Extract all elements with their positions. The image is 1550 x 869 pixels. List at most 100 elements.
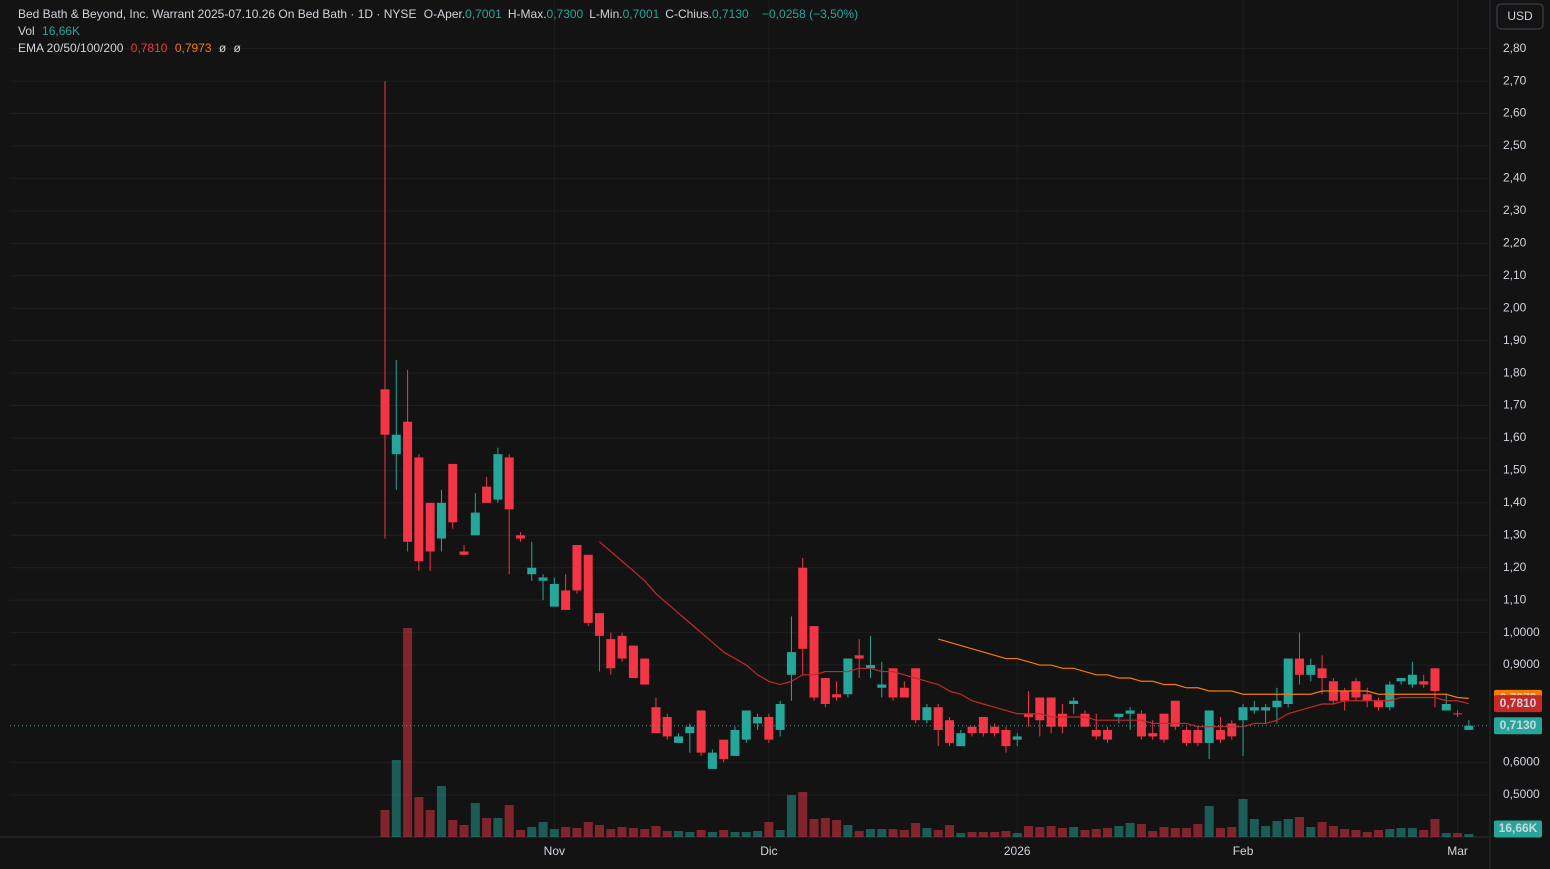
candle-body: [662, 716, 672, 737]
volume-bar: [877, 829, 887, 837]
volume-bar: [651, 826, 661, 837]
volume-bar: [1249, 818, 1259, 837]
ohlc-value: 0,7001: [465, 7, 502, 21]
y-tick-label: 2,80: [1503, 41, 1527, 55]
ema-value: ø: [233, 41, 241, 55]
ohlc-value: 0,7300: [546, 7, 584, 21]
candle-body: [809, 626, 819, 698]
ohlc-key: O: [423, 7, 434, 21]
candle-body: [696, 710, 706, 753]
volume-bar: [561, 827, 571, 837]
candle-body: [786, 652, 796, 675]
volume-bar: [1001, 831, 1011, 837]
volume-bar: [696, 829, 706, 837]
candle-body: [425, 502, 435, 552]
x-tick-label: Dic: [760, 844, 777, 858]
volume-bar: [572, 827, 582, 837]
volume-bar: [1340, 829, 1350, 837]
candle-body: [854, 655, 864, 659]
candle-body: [945, 720, 954, 743]
volume-bar: [1103, 827, 1113, 837]
candle-body: [1351, 681, 1361, 698]
volume-bar: [1125, 823, 1135, 837]
candle-body: [764, 716, 774, 740]
y-tick-label: 1,30: [1503, 527, 1527, 541]
volume-bar: [380, 809, 390, 837]
y-tick-label: 1,80: [1503, 365, 1527, 379]
candle-body: [538, 577, 548, 581]
candle-body: [1419, 681, 1429, 685]
volume-bar: [583, 821, 593, 837]
ohlc-name: -Chius.: [673, 7, 712, 21]
volume-bar: [967, 831, 977, 837]
candle-body: [865, 665, 875, 669]
volume-bar: [1283, 818, 1293, 837]
candle-body: [527, 567, 537, 575]
candle-body: [1294, 658, 1304, 675]
volume-bar: [1159, 827, 1169, 837]
candle-body: [561, 590, 571, 610]
volume-bar: [1148, 831, 1158, 837]
volume-bar: [425, 809, 435, 837]
volume-bar: [414, 797, 424, 837]
volume-bar: [911, 823, 921, 837]
candle-body: [1001, 729, 1011, 747]
volume-bar: [1227, 827, 1237, 837]
volume-bar: [888, 829, 898, 837]
currency-button[interactable]: USD: [1507, 9, 1533, 23]
volume-bar: [843, 825, 853, 837]
last-price-badge: 0,7130: [1500, 718, 1537, 732]
x-tick-label: Mar: [1447, 844, 1468, 858]
candle-body: [1407, 674, 1417, 685]
candle-body: [707, 752, 717, 769]
candle-body: [1238, 707, 1248, 721]
candle-body: [1430, 668, 1440, 692]
y-tick-label: 2,60: [1503, 106, 1527, 120]
volume-bar: [403, 628, 413, 837]
volume-bar: [628, 827, 638, 837]
ohlc-key: C: [665, 7, 674, 21]
ohlc-key: L: [589, 7, 596, 21]
candle-body: [832, 694, 842, 698]
y-tick-label: 2,10: [1503, 268, 1527, 282]
volume-bar: [617, 827, 627, 837]
volume-bar: [674, 831, 684, 837]
volume-badge-bg: [1494, 820, 1542, 838]
volume-bar: [1091, 829, 1101, 837]
volume-bar: [527, 827, 537, 837]
candle-body: [1148, 733, 1158, 737]
volume-bar: [1114, 826, 1124, 837]
volume-bar: [549, 829, 559, 837]
volume-bar: [933, 829, 943, 837]
currency-button-bg[interactable]: [1496, 3, 1544, 30]
volume-bar: [1204, 806, 1214, 837]
ema-value: 0,7973: [174, 41, 212, 55]
candle-body: [1125, 710, 1135, 714]
volume-bar: [1396, 827, 1406, 837]
candle-body: [493, 454, 503, 500]
y-tick-label: 2,70: [1503, 73, 1527, 87]
candle-body: [403, 421, 413, 542]
volume-bar: [899, 829, 909, 837]
candle-body: [448, 463, 458, 523]
candle-body: [753, 716, 763, 724]
volume-bar: [662, 831, 672, 837]
volume-bar: [448, 819, 458, 837]
volume-bar: [1317, 821, 1327, 837]
volume-bar: [1170, 827, 1180, 837]
ohlc-value: 0,7130: [711, 7, 749, 21]
candle-body: [1136, 713, 1146, 737]
volume-bar: [753, 831, 763, 837]
ema-badge-bg: [1494, 695, 1542, 713]
volume-bar: [1385, 829, 1395, 837]
candle-body: [730, 729, 740, 756]
volume-bar: [990, 831, 1000, 837]
candle-body: [1464, 725, 1474, 730]
candle-body: [922, 707, 932, 721]
candle-body: [640, 658, 650, 685]
candle-body: [380, 389, 390, 435]
ohlc-key: H: [507, 7, 517, 21]
candle-body: [1374, 700, 1384, 708]
y-tick-label: 0,5000: [1503, 787, 1540, 801]
